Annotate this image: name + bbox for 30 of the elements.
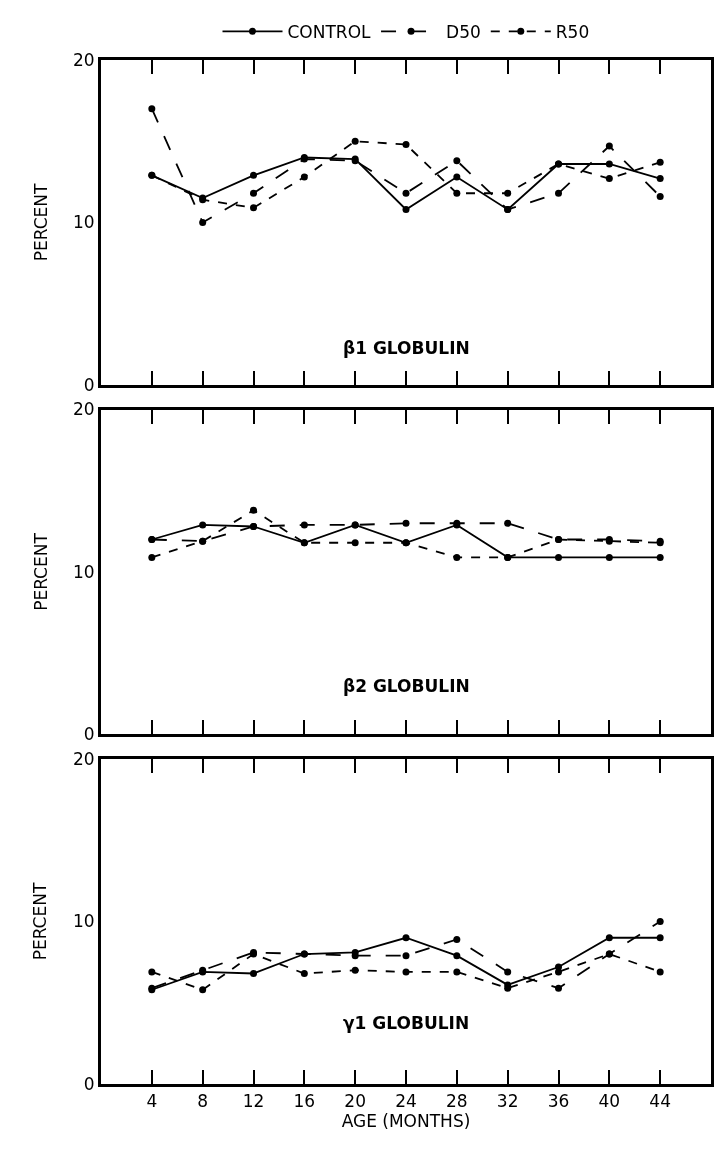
y-tick-label: 10 xyxy=(72,212,95,233)
x-tick-label: 12 xyxy=(242,1091,265,1112)
y-tick-label: 10 xyxy=(72,561,95,582)
y-axis-title: PERCENT xyxy=(30,183,51,262)
y-tick-label: 0 xyxy=(83,374,95,395)
legend-label: R50 xyxy=(555,21,590,42)
x-tick-label: 44 xyxy=(649,1091,671,1112)
x-tick-label: 8 xyxy=(197,1091,209,1112)
y-tick-label: 10 xyxy=(72,911,95,932)
y-tick-label: 20 xyxy=(72,749,95,769)
x-tick-label: 32 xyxy=(496,1091,519,1112)
annotation: β2 GLOBULIN xyxy=(343,676,470,696)
x-tick-label: 28 xyxy=(446,1091,468,1112)
y-tick-label: 20 xyxy=(72,49,95,70)
y-tick-label: 0 xyxy=(83,724,95,745)
y-tick-label: 20 xyxy=(72,399,95,420)
y-axis-title: PERCENT xyxy=(30,532,51,611)
x-tick-label: 4 xyxy=(146,1091,158,1112)
x-tick-label: 16 xyxy=(293,1091,316,1112)
x-tick-label: 36 xyxy=(547,1091,570,1112)
annotation: γ1 GLOBULIN xyxy=(343,1013,470,1033)
annotation: β1 GLOBULIN xyxy=(343,338,470,358)
legend-label: D50 xyxy=(446,21,481,42)
x-tick-label: 40 xyxy=(598,1091,621,1112)
x-tick-label: 20 xyxy=(344,1091,366,1112)
legend-label: CONTROL xyxy=(287,21,372,42)
x-tick-label: 24 xyxy=(395,1091,417,1112)
x-axis-title: AGE (MONTHS) xyxy=(341,1111,471,1132)
y-axis-title: PERCENT xyxy=(30,882,51,961)
y-tick-label: 0 xyxy=(83,1073,95,1094)
